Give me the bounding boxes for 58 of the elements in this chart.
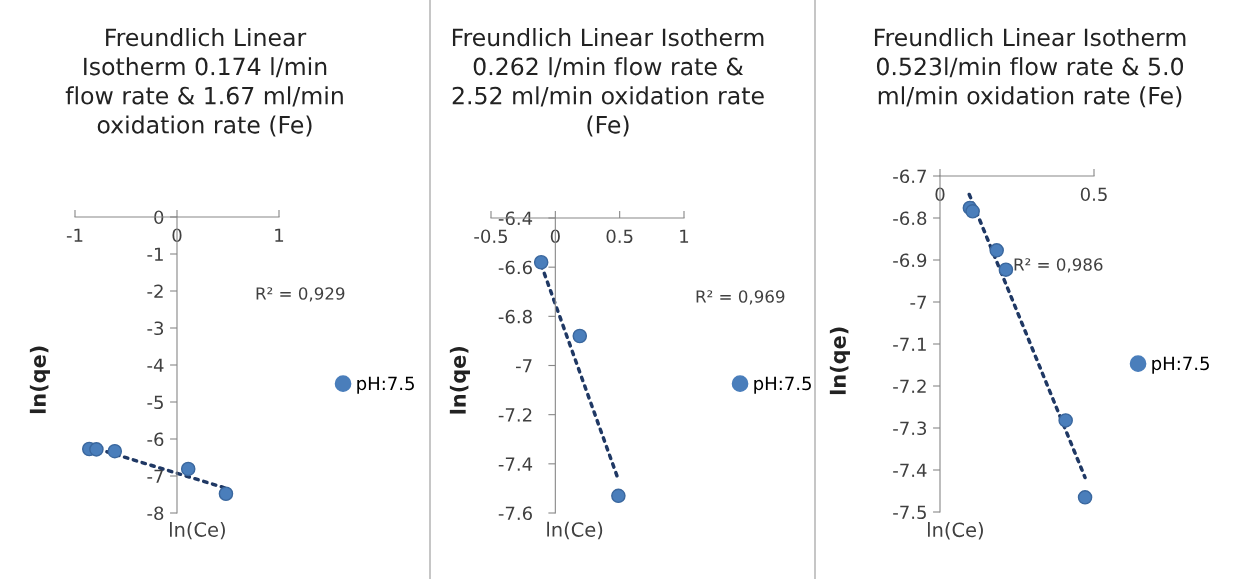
x-tick-label: -0.5 xyxy=(474,229,508,244)
annotation: R² = 0,986 xyxy=(1014,258,1103,273)
x-tick-label: 0.5 xyxy=(1080,187,1107,202)
x-tick-label: 0 xyxy=(172,228,182,243)
y-tick-label: -2 xyxy=(147,284,163,298)
chart-title: Freundlich Linear Isotherm 0.523l/min flow rate & 5.0 ml/min oxidation rate (Fe) xyxy=(874,28,1186,108)
y-tick-label: -3 xyxy=(147,321,164,336)
point xyxy=(533,254,549,270)
y-tick-label: -8 xyxy=(147,506,164,521)
annotation: R² = 0,929 xyxy=(256,287,345,302)
x-axis-title: ln(Ce) xyxy=(928,522,983,540)
y-axis-title: ln(qe) xyxy=(29,346,50,414)
point xyxy=(180,461,196,477)
point xyxy=(1058,413,1073,428)
x-tick-label: 0.5 xyxy=(606,229,633,244)
point xyxy=(998,262,1014,277)
y-tick-label: -7.6 xyxy=(498,506,532,521)
x-axis-title: ln(Ce) xyxy=(170,521,225,540)
x-axis-title: ln(Ce) xyxy=(547,521,603,540)
y-tick-label: -1 xyxy=(147,247,163,261)
legend-label: pH:7.5 xyxy=(1152,356,1209,374)
y-tick-label: -7 xyxy=(515,359,532,373)
point xyxy=(611,488,626,504)
point xyxy=(572,328,588,344)
y-tick-label: -7 xyxy=(910,295,926,309)
y-tick-label: -6.7 xyxy=(893,169,926,184)
y-tick-label: -6.8 xyxy=(498,309,532,324)
y-tick-label: -7.2 xyxy=(893,379,926,393)
y-tick-label: -7.5 xyxy=(893,505,926,520)
x-tick-label: 1 xyxy=(275,228,284,242)
chart-title: Freundlich Linear Isotherm 0.262 l/min flow rate & 2.52 ml/min oxidation rate (Fe) xyxy=(452,28,764,137)
y-tick-label: -6.6 xyxy=(498,260,532,275)
x-tick-label: 1 xyxy=(680,229,689,243)
y-tick-label: -7.3 xyxy=(893,421,927,436)
y-tick-label: -6.9 xyxy=(893,253,927,268)
point xyxy=(89,442,104,457)
y-tick-label: 0 xyxy=(154,210,164,225)
y-tick-label: -7 xyxy=(147,469,163,483)
chart-title: Freundlich Linear Isotherm 0.174 l/min flow rate & 1.67 ml/min oxidation rate (Fe) xyxy=(65,28,343,137)
legend-label: pH:7.5 xyxy=(754,376,811,394)
y-tick-label: -6 xyxy=(147,432,164,447)
y-tick-label: -4 xyxy=(147,358,164,372)
point xyxy=(1077,490,1093,505)
y-tick-label: -7.4 xyxy=(498,457,533,471)
point xyxy=(107,443,123,459)
legend-label: pH:7.5 xyxy=(357,376,414,394)
y-tick-label: -7.2 xyxy=(498,408,532,422)
y-tick-label: -6.8 xyxy=(893,211,927,226)
y-axis-title: ln(qe) xyxy=(449,347,470,414)
y-tick-label: -7.1 xyxy=(893,337,926,351)
y-axis-title: ln(qe) xyxy=(829,327,850,395)
y-tick-label: -6.4 xyxy=(498,211,533,226)
x-tick-label: -1 xyxy=(66,228,83,242)
y-tick-label: -7.4 xyxy=(893,463,927,477)
y-tick-label: -5 xyxy=(147,395,163,410)
point xyxy=(218,486,234,502)
text: R² = 0,969 xyxy=(696,290,785,305)
point xyxy=(989,243,1004,258)
